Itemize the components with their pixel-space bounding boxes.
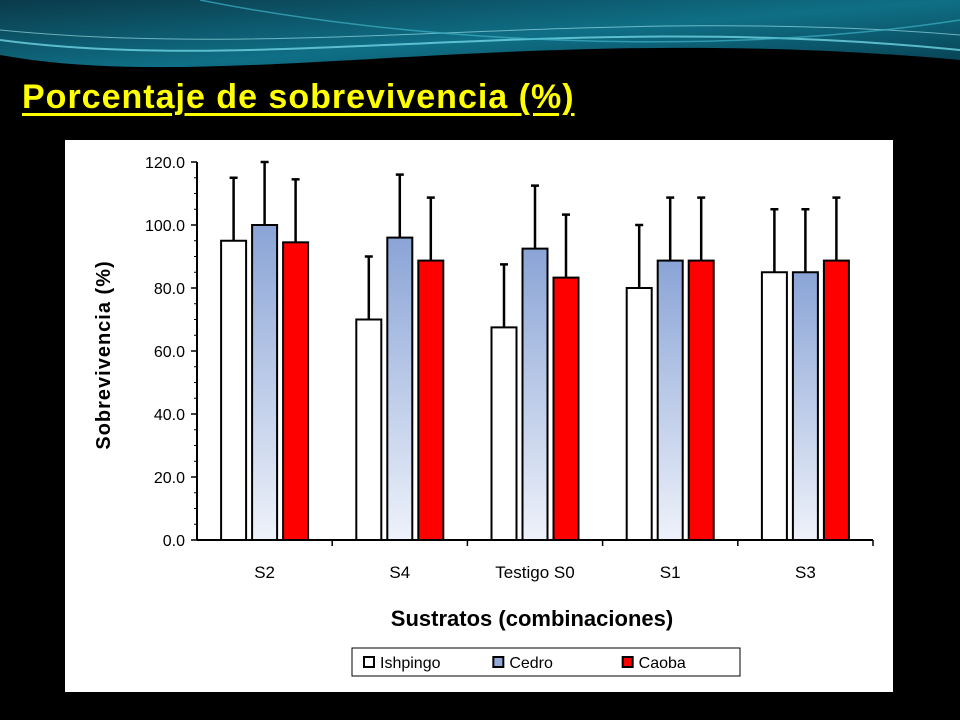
x-tick-label: S1 [660, 563, 681, 582]
bar-ishpingo [760, 271, 788, 541]
x-tick-label: S2 [254, 563, 275, 582]
legend-swatch-cedro [492, 656, 505, 668]
bar-caoba [417, 259, 445, 541]
chart-panel: 0.0 20.0 40.0 60.0 80.0 100.0 120.0 S2 S4 Testigo… [65, 140, 893, 692]
x-tick-label: S3 [795, 563, 816, 582]
bar-cedro [386, 236, 414, 541]
bar-cedro [791, 271, 819, 541]
bar-caoba [822, 259, 850, 541]
x-tick-label: Testigo S0 [495, 563, 574, 582]
bar-ishpingo [625, 287, 653, 541]
bar-chart: 0.0 20.0 40.0 60.0 80.0 100.0 120.0 S2 S4 Testigo… [93, 155, 874, 677]
bar-ishpingo [490, 326, 518, 541]
slide-title: Porcentaje de sobrevivencia (%) [22, 78, 575, 116]
x-axis-title: Sustratos (combinaciones) [391, 606, 673, 631]
x-tick-label: S4 [389, 563, 410, 582]
legend-label-cedro: Cedro [509, 655, 553, 672]
y-tick-label: 100.0 [145, 218, 185, 235]
bar-ishpingo [220, 239, 248, 541]
y-tick-label: 0.0 [163, 533, 185, 550]
legend-label-caoba: Caoba [639, 655, 686, 672]
legend-box [351, 647, 741, 677]
bar-cedro [656, 259, 684, 541]
y-tick-label: 120.0 [145, 155, 185, 172]
y-tick-label: 20.0 [154, 470, 185, 487]
y-tick-label: 40.0 [154, 407, 185, 424]
y-tick-label: 60.0 [154, 344, 185, 361]
bar-cedro [251, 224, 279, 541]
bar-ishpingo [355, 318, 383, 541]
legend-swatch-ishpingo [363, 656, 375, 668]
bar-cedro [521, 247, 549, 541]
bar-caoba [552, 276, 580, 541]
bar-caoba [282, 241, 310, 541]
legend-label-ishpingo: Ishpingo [380, 655, 441, 672]
bar-caoba [687, 259, 715, 541]
legend-swatch-caoba [621, 656, 634, 668]
y-axis-title: Sobrevivencia (%) [93, 260, 115, 449]
y-tick-label: 80.0 [154, 281, 185, 298]
decorative-header-banner [0, 0, 960, 80]
